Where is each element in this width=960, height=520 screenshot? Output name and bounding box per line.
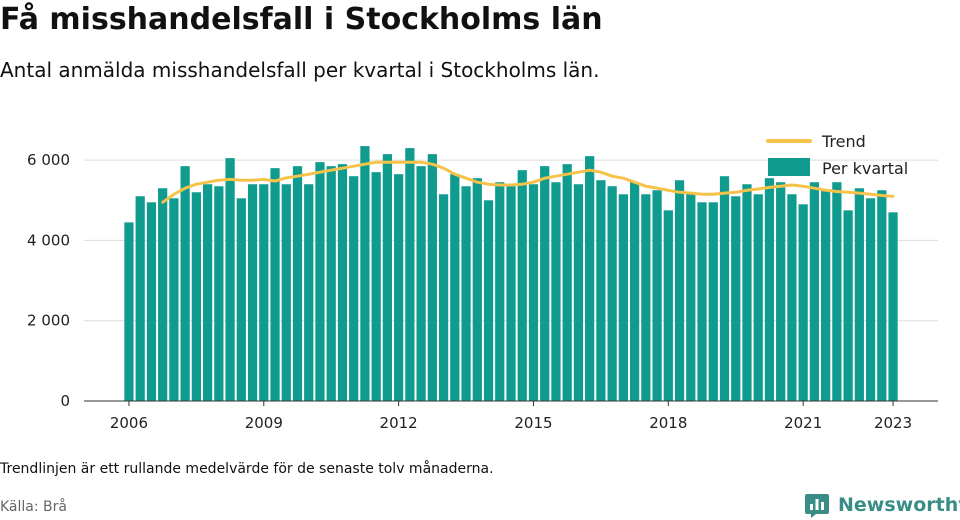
bar	[821, 190, 831, 401]
bar	[382, 154, 393, 401]
bar	[843, 210, 853, 401]
bar	[888, 212, 898, 401]
bar	[528, 184, 539, 401]
bar	[708, 202, 718, 401]
bar	[832, 182, 842, 401]
bar	[214, 186, 224, 401]
bar	[337, 164, 348, 401]
legend-label-per-kvartal: Per kvartal	[822, 159, 908, 178]
bar	[438, 194, 449, 401]
bar	[585, 156, 595, 401]
chart-title: Få misshandelsfall i Stockholms län	[0, 2, 603, 37]
y-tick-label: 2 000	[27, 312, 70, 330]
source-label: Källa: Brå	[0, 499, 67, 515]
bar	[809, 182, 820, 401]
bar	[371, 172, 381, 401]
brand-logo: Newsworthy	[804, 490, 960, 520]
x-tick-label: 2023	[874, 414, 912, 432]
bar	[798, 204, 808, 401]
bar	[236, 198, 246, 401]
bar	[787, 194, 797, 401]
bar	[776, 182, 786, 401]
bar-series	[124, 146, 898, 401]
bar	[135, 196, 145, 401]
y-tick-label: 4 000	[27, 231, 70, 249]
x-tick-label: 2012	[380, 414, 418, 432]
bar	[719, 176, 730, 401]
bar	[854, 188, 864, 401]
bar	[124, 222, 134, 401]
bar	[259, 184, 269, 401]
bar	[191, 192, 201, 401]
bar	[506, 186, 516, 401]
bar	[742, 184, 752, 401]
y-tick-label: 0	[60, 392, 70, 410]
x-tick-label: 2009	[245, 414, 283, 432]
x-tick-label: 2006	[110, 414, 148, 432]
bar	[315, 162, 325, 401]
bar	[731, 196, 741, 401]
bar	[416, 166, 426, 401]
bar	[596, 180, 606, 401]
legend-bar-swatch	[768, 158, 810, 176]
chart-subtitle: Antal anmälda misshandelsfall per kvarta…	[0, 58, 600, 82]
bar	[169, 198, 179, 401]
bar	[573, 184, 584, 401]
brand-name: Newsworthy	[838, 494, 960, 516]
bar	[877, 190, 887, 401]
bar	[225, 158, 235, 401]
bar	[607, 186, 617, 401]
bar	[686, 192, 696, 401]
bar	[865, 198, 876, 401]
bar	[562, 164, 572, 401]
legend: Trend Per kvartal	[766, 132, 908, 178]
bar	[641, 194, 651, 401]
bar	[349, 176, 359, 401]
bar	[472, 178, 482, 401]
bar	[697, 202, 707, 401]
bar	[247, 184, 258, 401]
bar	[551, 182, 561, 401]
bar	[540, 166, 550, 401]
bar	[450, 174, 460, 401]
bar	[753, 194, 763, 401]
trend-series	[161, 160, 895, 204]
bar	[304, 184, 314, 401]
bar	[281, 184, 291, 401]
axes: 0 2 000 4 000 6 000 2006 2009 2012 2015 2018 2021…	[27, 151, 938, 432]
bar	[292, 166, 303, 401]
legend-label-trend: Trend	[821, 132, 866, 151]
bar	[146, 202, 157, 401]
bar	[394, 174, 404, 401]
bar	[405, 148, 415, 401]
bar	[674, 180, 685, 401]
trend-note: Trendlinjen är ett rullande medelvärde f…	[0, 461, 494, 477]
x-tick-label: 2018	[649, 414, 687, 432]
bar	[618, 194, 628, 401]
bar	[427, 154, 437, 401]
y-tick-label: 6 000	[27, 151, 70, 169]
trend-line	[161, 160, 895, 204]
bar	[270, 168, 280, 401]
bar-chart-logo-icon	[805, 494, 829, 518]
bar	[483, 200, 494, 401]
bar	[652, 190, 662, 401]
bar	[764, 178, 775, 401]
bar	[663, 210, 673, 401]
bar	[158, 188, 168, 401]
bar	[461, 186, 471, 401]
x-tick-label: 2021	[784, 414, 822, 432]
bar	[360, 146, 370, 401]
bar	[495, 182, 505, 401]
bar	[180, 166, 190, 401]
bar	[202, 184, 213, 401]
bar	[517, 170, 527, 401]
x-tick-label: 2015	[514, 414, 552, 432]
bar	[326, 166, 336, 401]
bar	[629, 182, 640, 401]
